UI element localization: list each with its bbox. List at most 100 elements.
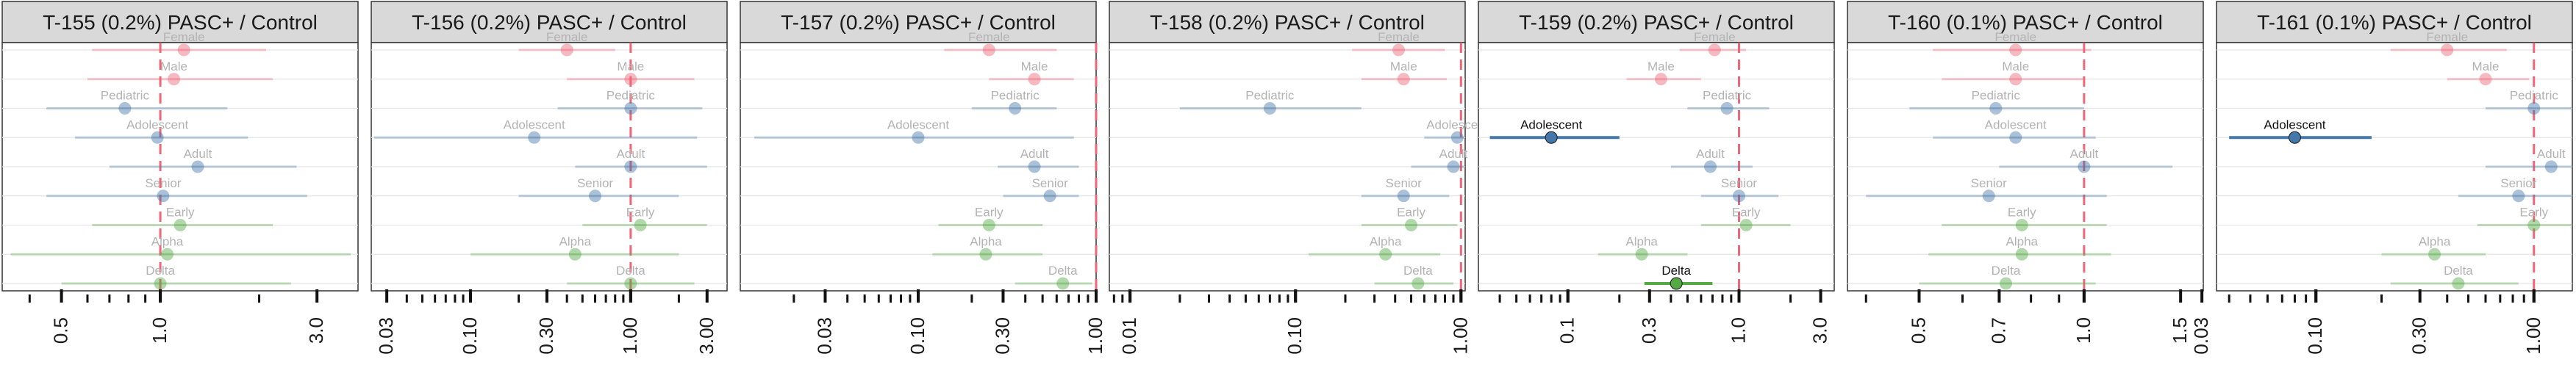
row-label: Female: [968, 30, 1010, 44]
point-estimate: [1056, 277, 1070, 290]
point-estimate: [191, 160, 204, 173]
point-estimate: [2527, 102, 2541, 115]
point-estimate: [1545, 131, 1558, 144]
row-label: Female: [2426, 30, 2468, 44]
panel-title: T-159 (0.2%) PASC+ / Control: [1519, 11, 1794, 34]
point-estimate: [2452, 277, 2465, 290]
tick-label: 0.7: [1987, 317, 2009, 344]
row-label: Early: [1732, 206, 1761, 220]
point-estimate: [2015, 219, 2028, 231]
point-estimate: [151, 131, 164, 144]
row-label: Pediatric: [1245, 89, 1295, 103]
point-estimate: [2078, 160, 2091, 173]
row-label: Adult: [1439, 147, 1468, 161]
tick-label: 3.0: [1809, 317, 1831, 344]
row-label: Male: [160, 59, 187, 73]
row-label: Early: [1397, 206, 1425, 220]
row-label: Senior: [1386, 176, 1422, 190]
point-estimate: [1670, 277, 1683, 290]
row-label: Delta: [1661, 264, 1691, 278]
point-estimate: [912, 131, 925, 144]
row-label: Female: [1994, 30, 2036, 44]
point-estimate: [154, 277, 167, 290]
point-estimate: [1982, 189, 1995, 203]
point-estimate: [528, 131, 541, 144]
point-estimate: [1412, 277, 1425, 290]
point-estimate: [624, 102, 637, 115]
point-estimate: [982, 43, 995, 57]
point-estimate: [1392, 43, 1406, 57]
point-estimate: [1635, 247, 1648, 261]
tick-label: 0.03: [375, 317, 397, 355]
row-label: Adult: [1020, 147, 1049, 161]
row-label: Delta: [1048, 264, 1078, 278]
tick-label: 1.0: [2072, 317, 2094, 344]
panel-strip: [740, 1, 1097, 43]
point-estimate: [2527, 219, 2541, 231]
point-estimate: [589, 189, 602, 203]
row-label: Early: [975, 206, 1003, 220]
point-estimate: [1028, 160, 1041, 173]
point-estimate: [161, 247, 174, 261]
point-estimate: [2009, 43, 2022, 57]
point-estimate: [118, 102, 132, 115]
panel-title: T-157 (0.2%) PASC+ / Control: [781, 11, 1056, 34]
panel-title: T-155 (0.2%) PASC+ / Control: [43, 11, 318, 34]
point-estimate: [2009, 73, 2022, 86]
panel-strip: [1478, 1, 1835, 43]
point-estimate: [1720, 102, 1734, 115]
row-label: Adolescent: [887, 118, 949, 131]
row-label: Pediatric: [2510, 89, 2559, 103]
row-label: Delta: [146, 264, 175, 278]
row-label: Adolescent: [2264, 118, 2325, 131]
point-estimate: [177, 43, 190, 57]
point-estimate: [168, 73, 181, 86]
point-estimate: [634, 219, 647, 231]
point-estimate: [1043, 189, 1056, 203]
row-label: Early: [166, 206, 195, 220]
point-estimate: [157, 189, 170, 203]
row-label: Delta: [2444, 264, 2473, 278]
tick-label: 0.10: [459, 317, 481, 355]
row-label: Alpha: [2006, 234, 2039, 248]
point-estimate: [624, 277, 637, 290]
point-estimate: [2428, 247, 2441, 261]
row-label: Early: [2008, 206, 2036, 220]
row-label: Adolescent: [504, 118, 565, 131]
tick-label: 0.01: [1118, 317, 1140, 355]
row-label: Alpha: [1625, 234, 1658, 248]
panel-title: T-161 (0.1%) PASC+ / Control: [2257, 11, 2532, 34]
tick-label: 1.5: [2169, 317, 2191, 344]
tick-label: 3.00: [695, 317, 718, 355]
point-estimate: [979, 247, 992, 261]
row-label: Adolescent: [1985, 118, 2047, 131]
point-estimate: [982, 219, 995, 231]
tick-label: 0.1: [1556, 317, 1578, 344]
point-estimate: [1708, 43, 1721, 57]
point-estimate: [1028, 73, 1041, 86]
row-label: Adult: [1696, 147, 1725, 161]
row-label: Senior: [1971, 176, 2007, 190]
row-label: Early: [626, 206, 655, 220]
point-estimate: [1263, 102, 1276, 115]
panel-strip: [2216, 1, 2573, 43]
point-estimate: [624, 73, 637, 86]
point-estimate: [560, 43, 573, 57]
panel-strip: [1109, 1, 1466, 43]
row-label: Female: [546, 30, 588, 44]
row-label: Female: [1378, 30, 1420, 44]
row-label: Alpha: [970, 234, 1002, 248]
row-label: Adolescent: [1426, 118, 1488, 131]
tick-label: 0.30: [2408, 317, 2430, 355]
point-estimate: [173, 219, 187, 231]
row-label: Alpha: [559, 234, 592, 248]
point-estimate: [2479, 73, 2492, 86]
point-estimate: [2512, 189, 2525, 203]
row-label: Early: [2519, 206, 2548, 220]
point-estimate: [1397, 73, 1410, 86]
